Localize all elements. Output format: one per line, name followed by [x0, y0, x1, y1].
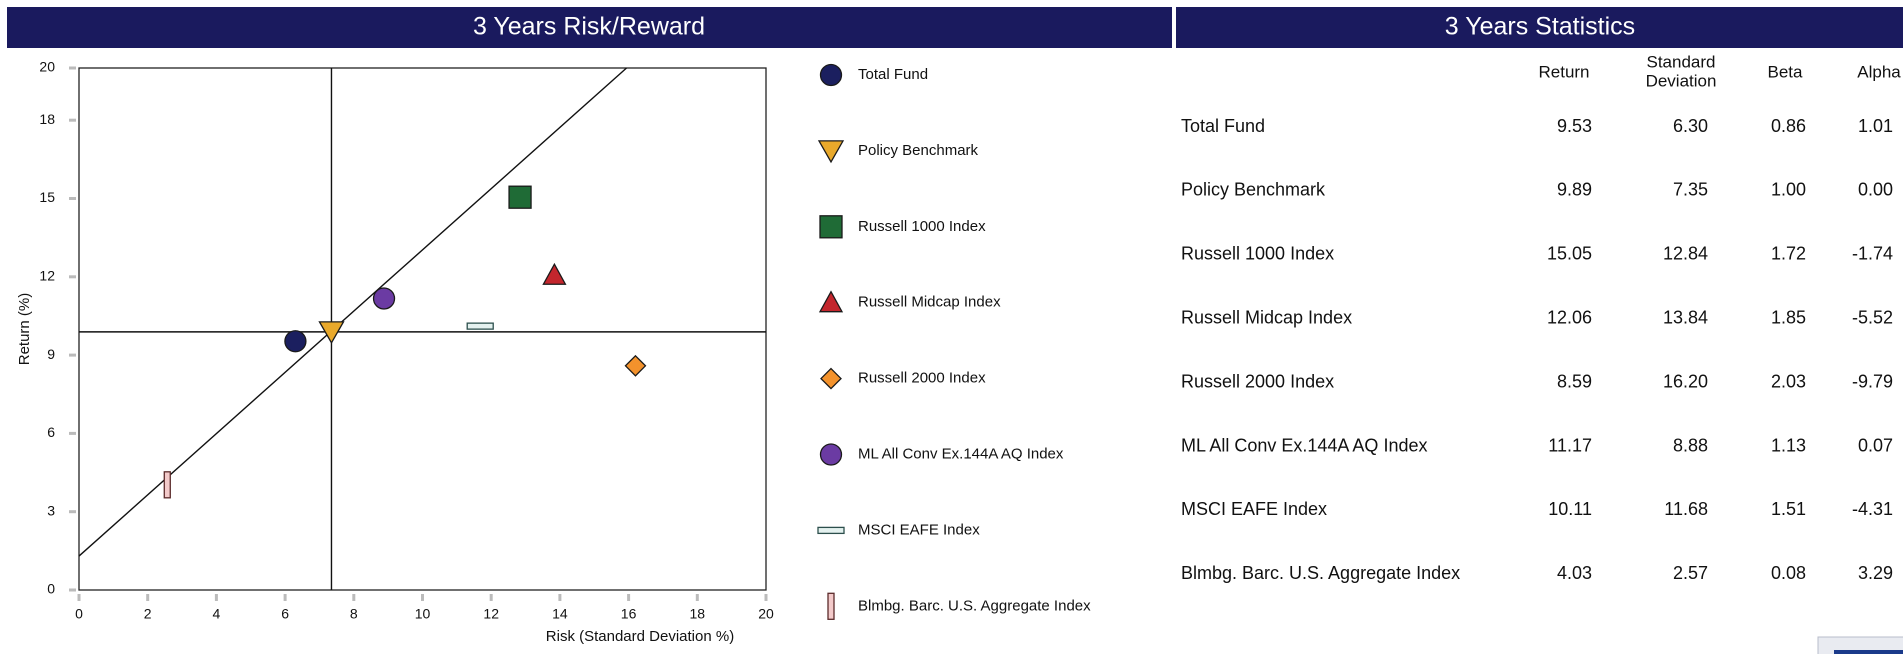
data-point — [466, 322, 494, 330]
cell: 6.30 — [1673, 116, 1708, 136]
data-point — [542, 262, 567, 285]
legend-marker — [817, 140, 845, 164]
legend-marker — [819, 443, 843, 466]
y-tick-label: 20 — [39, 59, 55, 75]
cell: 0.08 — [1771, 563, 1806, 583]
cell: 1.00 — [1771, 180, 1806, 200]
y-tick-label: 0 — [47, 581, 55, 597]
button-fill — [1834, 650, 1903, 654]
x-tick-label: 14 — [552, 606, 568, 622]
column-header: Standard — [1647, 52, 1716, 71]
x-tick-label: 6 — [281, 606, 289, 622]
row-name: Russell 2000 Index — [1181, 371, 1334, 391]
row-name: Russell 1000 Index — [1181, 244, 1334, 264]
cell: 3.29 — [1858, 563, 1893, 583]
cell: 1.51 — [1771, 499, 1806, 519]
cell: -4.31 — [1852, 499, 1893, 519]
row-name: Blmbg. Barc. U.S. Aggregate Index — [1181, 563, 1460, 583]
legend-marker — [827, 592, 835, 620]
cell: 8.59 — [1557, 371, 1592, 391]
reference-line — [78, 67, 628, 557]
x-tick-label: 0 — [75, 606, 83, 622]
cell: 9.53 — [1557, 116, 1592, 136]
cell: 0.86 — [1771, 116, 1806, 136]
y-tick-label: 18 — [39, 111, 55, 127]
data-point — [372, 287, 396, 310]
y-tick-label: 15 — [39, 189, 55, 205]
cell: 4.03 — [1557, 563, 1592, 583]
cell: 2.57 — [1673, 563, 1708, 583]
cell: 12.84 — [1663, 244, 1708, 264]
x-tick-label: 16 — [621, 606, 637, 622]
row-name: Russell Midcap Index — [1181, 307, 1352, 327]
legend-label: Total Fund — [858, 66, 928, 83]
cell: 1.01 — [1858, 116, 1893, 136]
x-tick-label: 12 — [483, 606, 499, 622]
column-header: Return — [1538, 62, 1589, 81]
legend-label: Russell Midcap Index — [858, 294, 1001, 311]
cell: 0.07 — [1858, 435, 1893, 455]
cell: 10.11 — [1548, 499, 1592, 519]
button[interactable] — [1817, 636, 1903, 654]
cell: 11.68 — [1664, 499, 1708, 519]
x-tick-label: 2 — [144, 606, 152, 622]
column-header: Beta — [1768, 62, 1804, 81]
cell: -5.52 — [1852, 307, 1893, 327]
table-header — [1176, 7, 1903, 48]
plot-frame — [78, 67, 767, 591]
x-tick-label: 20 — [758, 606, 774, 622]
legend-label: Russell 1000 Index — [858, 218, 986, 235]
column-header: Deviation — [1646, 71, 1717, 90]
chart-title: 3 Years Risk/Reward — [473, 13, 705, 41]
data-point — [508, 185, 532, 209]
y-tick-label: 9 — [47, 346, 55, 362]
chart-header — [7, 7, 1172, 48]
legend-label: ML All Conv Ex.144A AQ Index — [858, 445, 1064, 462]
y-tick-label: 6 — [47, 424, 55, 440]
data-point — [318, 321, 345, 345]
data-point — [163, 471, 171, 499]
cell: 16.20 — [1663, 371, 1708, 391]
cell: 9.89 — [1557, 180, 1592, 200]
legend-label: Russell 2000 Index — [858, 370, 986, 387]
x-tick-label: 4 — [213, 606, 221, 622]
data-point — [624, 354, 647, 377]
cell: 1.13 — [1771, 435, 1806, 455]
row-name: Policy Benchmark — [1181, 180, 1326, 200]
cell: -9.79 — [1852, 371, 1893, 391]
cell: 1.85 — [1771, 307, 1806, 327]
cell: 0.00 — [1858, 180, 1893, 200]
x-axis-label: Risk (Standard Deviation %) — [546, 628, 734, 645]
legend-marker — [819, 215, 843, 239]
row-name: Total Fund — [1181, 116, 1265, 136]
cell: 7.35 — [1673, 180, 1708, 200]
cell: 13.84 — [1663, 307, 1708, 327]
column-header: Alpha — [1857, 62, 1901, 81]
cell: 15.05 — [1547, 244, 1592, 264]
y-axis-label: Return (%) — [16, 293, 33, 366]
legend-marker — [817, 526, 845, 535]
legend-label: MSCI EAFE Index — [858, 521, 980, 538]
cell: 1.72 — [1771, 244, 1806, 264]
legend-label: Policy Benchmark — [858, 142, 979, 159]
cell: 2.03 — [1771, 371, 1806, 391]
y-tick-label: 3 — [47, 502, 55, 518]
legend-marker — [818, 290, 844, 313]
row-name: ML All Conv Ex.144A AQ Index — [1181, 435, 1427, 455]
x-tick-label: 8 — [350, 606, 358, 622]
data-point — [284, 330, 307, 353]
x-tick-label: 10 — [415, 606, 431, 622]
cell: 11.17 — [1548, 435, 1592, 455]
cell: 8.88 — [1673, 435, 1708, 455]
cell: -1.74 — [1852, 244, 1893, 264]
legend-label: Blmbg. Barc. U.S. Aggregate Index — [858, 597, 1091, 614]
y-tick-label: 12 — [39, 268, 55, 284]
legend-marker — [819, 63, 843, 87]
x-tick-label: 18 — [690, 606, 706, 622]
cell: 12.06 — [1547, 307, 1592, 327]
legend-marker — [820, 367, 842, 390]
row-name: MSCI EAFE Index — [1181, 499, 1327, 519]
table-title: 3 Years Statistics — [1445, 13, 1635, 41]
